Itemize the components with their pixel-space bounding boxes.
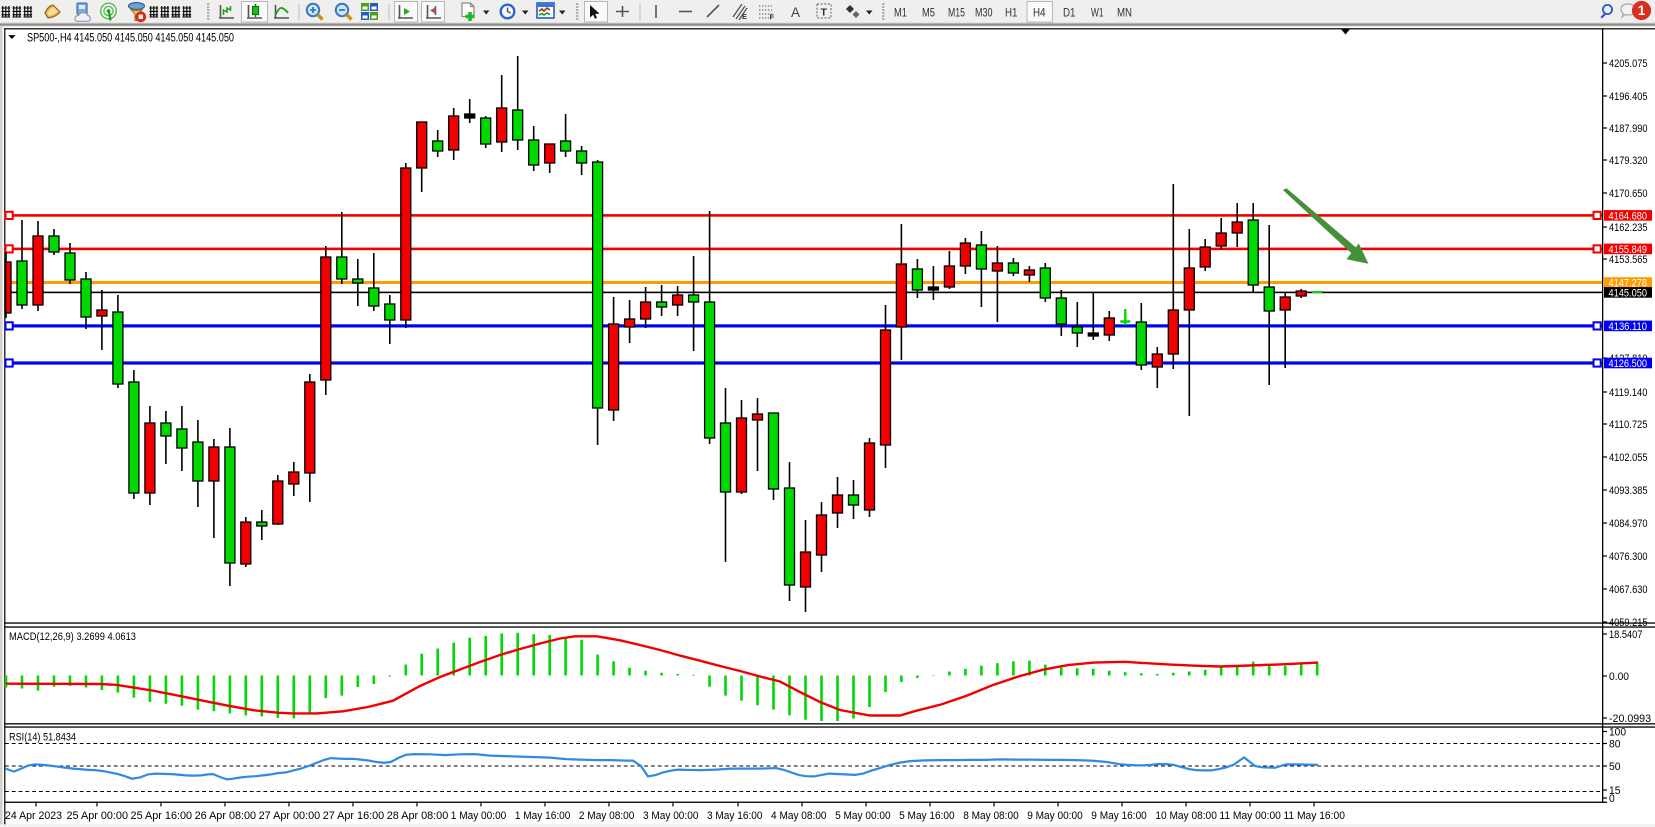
svg-text:27 Apr 00:00: 27 Apr 00:00 — [259, 810, 321, 822]
svg-text:0.00: 0.00 — [1609, 671, 1629, 683]
svg-text:4110.725: 4110.725 — [1609, 419, 1648, 431]
svg-text:9 May 00:00: 9 May 00:00 — [1027, 810, 1083, 822]
svg-text:MACD(12,26,9) 3.2699 4.0613: MACD(12,26,9) 3.2699 4.0613 — [9, 631, 136, 643]
svg-text:4126.500: 4126.500 — [1609, 358, 1648, 370]
svg-text:4187.990: 4187.990 — [1609, 123, 1648, 135]
svg-text:SP500-,H4 4145.050 4145.050 4: SP500-,H4 4145.050 4145.050 4145.050 414… — [27, 32, 234, 45]
svg-text:5 May 00:00: 5 May 00:00 — [835, 810, 891, 822]
svg-text:24 Apr 2023: 24 Apr 2023 — [5, 810, 62, 822]
svg-text:2 May 08:00: 2 May 08:00 — [579, 810, 635, 822]
svg-text:4205.075: 4205.075 — [1609, 58, 1648, 70]
svg-text:4162.235: 4162.235 — [1609, 222, 1648, 234]
svg-text:W1: W1 — [1091, 6, 1104, 20]
svg-text:11 May 00:00: 11 May 00:00 — [1219, 810, 1281, 822]
svg-text:1 May 16:00: 1 May 16:00 — [515, 810, 571, 822]
svg-text:80: 80 — [1609, 739, 1621, 751]
svg-text:15: 15 — [1609, 785, 1621, 797]
svg-text:3 May 00:00: 3 May 00:00 — [643, 810, 699, 822]
svg-text:4136.110: 4136.110 — [1609, 321, 1648, 333]
svg-text:RSI(14) 51.8434: RSI(14) 51.8434 — [9, 732, 76, 744]
svg-text:50: 50 — [1609, 761, 1621, 773]
svg-text:9 May 16:00: 9 May 16:00 — [1091, 810, 1147, 822]
svg-text:4076.300: 4076.300 — [1609, 551, 1648, 563]
svg-text:M15: M15 — [948, 6, 965, 20]
svg-text:27 Apr 16:00: 27 Apr 16:00 — [323, 810, 385, 822]
svg-text:4 May 08:00: 4 May 08:00 — [771, 810, 827, 822]
svg-text:4059.215: 4059.215 — [1609, 617, 1648, 629]
svg-text:4093.385: 4093.385 — [1609, 485, 1648, 497]
svg-text:8 May 08:00: 8 May 08:00 — [963, 810, 1019, 822]
svg-text:28 Apr 08:00: 28 Apr 08:00 — [387, 810, 449, 822]
svg-text:10 May 08:00: 10 May 08:00 — [1155, 810, 1217, 822]
svg-text:H4: H4 — [1033, 6, 1046, 20]
svg-text:M1: M1 — [894, 6, 907, 20]
svg-text:4119.140: 4119.140 — [1609, 387, 1648, 399]
svg-text:MN: MN — [1117, 6, 1132, 20]
svg-text:E: E — [742, 12, 747, 21]
svg-text:5 May 16:00: 5 May 16:00 — [899, 810, 955, 822]
svg-text:18.5407: 18.5407 — [1609, 629, 1643, 641]
svg-text:4153.565: 4153.565 — [1609, 254, 1648, 266]
svg-text:H1: H1 — [1005, 6, 1018, 20]
svg-text:F: F — [770, 13, 775, 22]
svg-text:1: 1 — [1638, 3, 1646, 18]
svg-text:4164.680: 4164.680 — [1609, 210, 1648, 222]
svg-text:1 May 00:00: 1 May 00:00 — [451, 810, 507, 822]
svg-text:-20.0993: -20.0993 — [1609, 713, 1651, 725]
svg-text:4155.849: 4155.849 — [1609, 244, 1648, 256]
svg-text:A: A — [791, 5, 800, 20]
svg-text:M30: M30 — [975, 6, 993, 20]
svg-text:4147.278: 4147.278 — [1609, 277, 1648, 289]
svg-text:T: T — [821, 7, 828, 19]
svg-text:0: 0 — [1609, 793, 1615, 805]
svg-text:M5: M5 — [922, 6, 935, 20]
svg-text:4196.405: 4196.405 — [1609, 91, 1648, 103]
svg-text:100: 100 — [1609, 727, 1626, 739]
svg-text:25 Apr 16:00: 25 Apr 16:00 — [131, 810, 193, 822]
svg-text:25 Apr 00:00: 25 Apr 00:00 — [67, 810, 129, 822]
svg-text:3 May 16:00: 3 May 16:00 — [707, 810, 763, 822]
svg-text:4084.970: 4084.970 — [1609, 518, 1648, 530]
svg-text:26 Apr 08:00: 26 Apr 08:00 — [195, 810, 257, 822]
svg-text:4179.320: 4179.320 — [1609, 155, 1648, 167]
svg-text:4170.650: 4170.650 — [1609, 188, 1648, 200]
svg-text:D1: D1 — [1063, 6, 1076, 20]
svg-text:4067.630: 4067.630 — [1609, 584, 1648, 596]
svg-text:11 May 16:00: 11 May 16:00 — [1283, 810, 1345, 822]
svg-text:4102.055: 4102.055 — [1609, 452, 1648, 464]
svg-text:4145.050: 4145.050 — [1609, 287, 1648, 299]
